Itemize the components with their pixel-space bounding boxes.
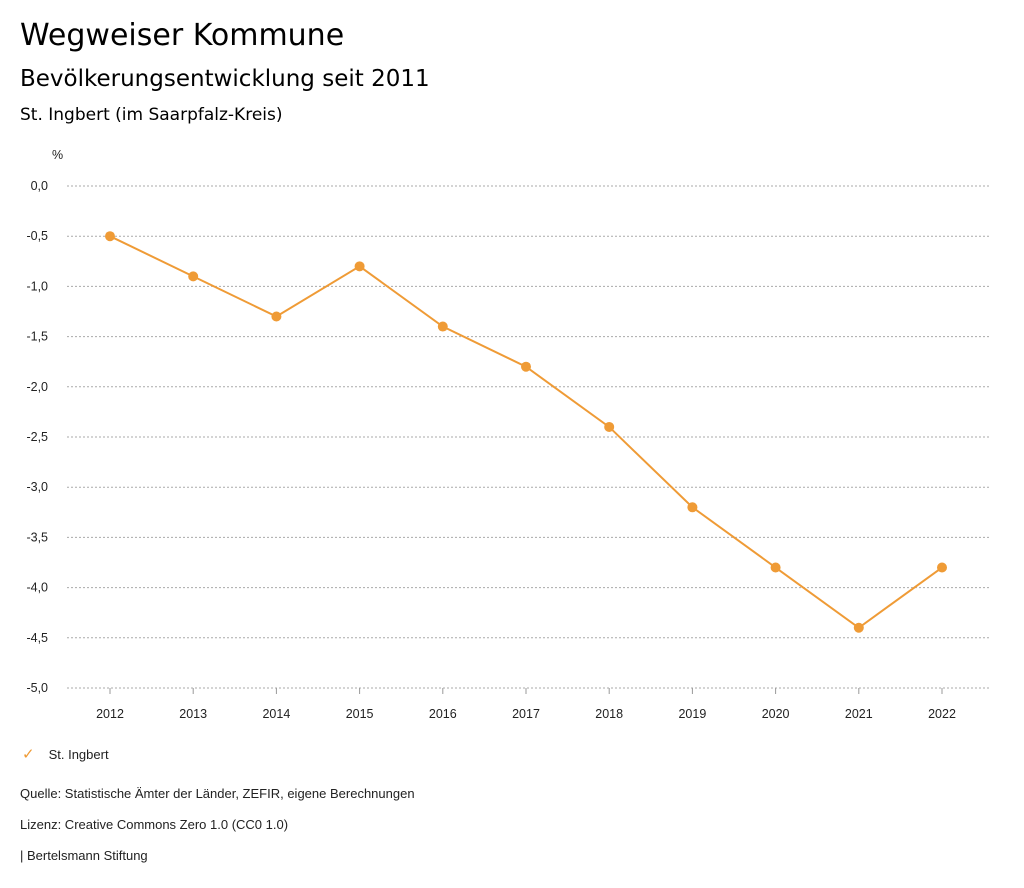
- x-tick-label: 2012: [96, 707, 124, 721]
- y-tick-label: -4,5: [26, 631, 48, 645]
- data-point: [188, 271, 199, 282]
- legend-label: St. Ingbert: [48, 746, 109, 762]
- x-tick-label: 2017: [512, 707, 540, 721]
- data-point: [437, 321, 448, 332]
- x-tick-label: 2013: [179, 707, 207, 721]
- y-tick-label: -5,0: [26, 681, 48, 695]
- x-tick-label: 2018: [595, 707, 623, 721]
- y-tick-label: -2,0: [26, 380, 48, 394]
- x-tick-label: 2014: [262, 707, 290, 721]
- license-note: Lizenz: Creative Commons Zero 1.0 (CC0 1…: [20, 817, 289, 832]
- data-point: [770, 562, 781, 573]
- chart-subtitle: Bevölkerungsentwicklung seit 2011: [20, 66, 430, 92]
- x-tick-label: 2019: [678, 707, 706, 721]
- data-point: [604, 421, 615, 432]
- data-point: [105, 231, 115, 242]
- y-axis-label: %: [52, 148, 63, 162]
- legend-item[interactable]: ✓ St. Ingbert: [22, 745, 109, 763]
- x-tick-label: 2016: [429, 707, 457, 721]
- line-chart: % 0,0 -0,5 -1,0 -1,5 -2,0 -2,5 -3,0 -3,5 -4,0 -4,…: [26, 148, 990, 721]
- data-point: [271, 311, 282, 322]
- check-icon: ✓: [22, 746, 35, 763]
- y-tick-label: -2,5: [26, 430, 48, 444]
- data-point: [853, 622, 864, 633]
- page-title: Wegweiser Kommune: [20, 18, 345, 53]
- y-tick-label: -3,0: [26, 480, 48, 494]
- y-tick-label: 0,0: [31, 179, 48, 193]
- x-tick-label: 2020: [762, 707, 790, 721]
- data-point: [521, 361, 531, 372]
- y-tick-label: -4,0: [26, 581, 48, 595]
- x-tick-label: 2021: [845, 707, 873, 721]
- x-tick-label: 2022: [928, 707, 956, 721]
- y-tick-label: -3,5: [26, 530, 48, 544]
- data-point: [937, 562, 947, 573]
- series-line: [109, 235, 943, 629]
- source-note: Quelle: Statistische Ämter der Länder, Z…: [20, 786, 415, 801]
- x-tick-label: 2015: [346, 707, 374, 721]
- data-point: [687, 502, 698, 513]
- y-tick-label: -1,5: [26, 330, 48, 344]
- publisher-note: | Bertelsmann Stiftung: [20, 848, 148, 863]
- y-tick-label: -0,5: [26, 229, 48, 243]
- data-point: [354, 261, 365, 272]
- region-label: St. Ingbert (im Saarpfalz-Kreis): [20, 105, 283, 125]
- y-tick-label: -1,0: [26, 279, 48, 293]
